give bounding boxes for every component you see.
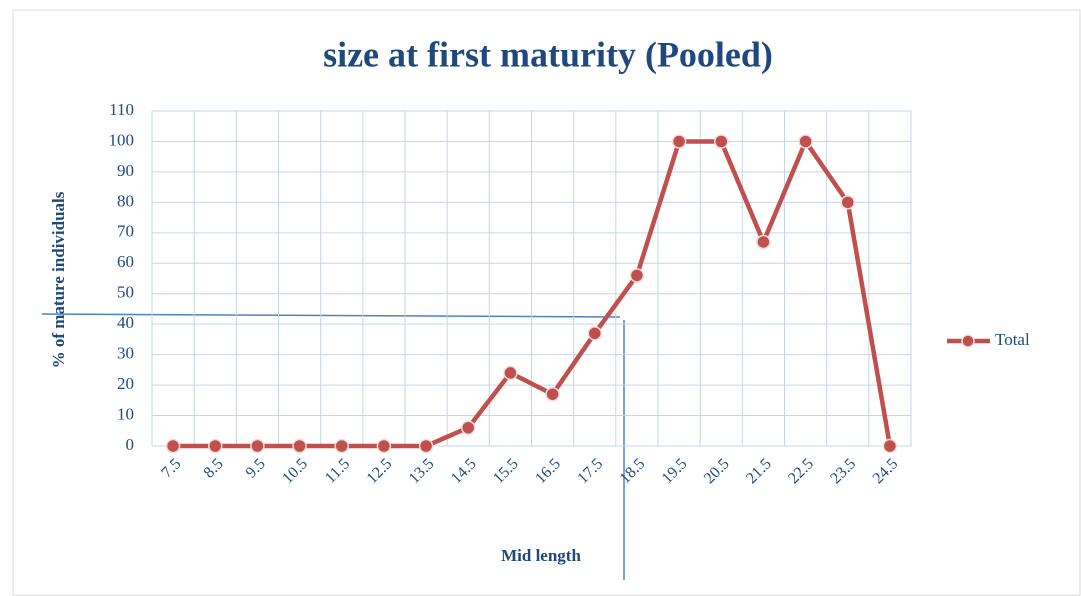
data-point	[376, 438, 392, 454]
y-tick-label: 100	[109, 130, 135, 149]
y-tick-label: 80	[117, 191, 134, 210]
data-point	[840, 195, 855, 210]
data-point	[503, 365, 518, 381]
y-axis-label: % of mature individuals	[49, 191, 68, 368]
data-point	[461, 420, 476, 435]
y-tick-label: 40	[117, 313, 134, 332]
data-point	[292, 438, 307, 454]
data-point	[671, 134, 687, 149]
data-point	[798, 134, 813, 149]
y-tick-label: 90	[117, 161, 134, 180]
y-tick-label: 70	[117, 222, 134, 241]
chart-title: size at first maturity (Pooled)	[323, 34, 773, 74]
data-point	[250, 438, 265, 454]
legend-marker	[961, 334, 975, 348]
data-point	[165, 438, 181, 454]
legend-label: Total	[995, 330, 1030, 349]
y-tick-label: 10	[117, 404, 134, 423]
annotation-line	[41, 313, 621, 318]
data-point	[629, 268, 645, 283]
y-tick-label: 50	[117, 283, 134, 302]
y-tick-label: 110	[109, 100, 134, 119]
y-tick-label: 20	[117, 374, 134, 393]
data-point	[756, 234, 771, 250]
x-axis-label: Mid length	[501, 546, 581, 565]
data-point	[882, 438, 898, 454]
data-point	[545, 386, 560, 402]
data-point	[208, 438, 223, 454]
chart-frame	[12, 9, 1081, 596]
data-point	[334, 438, 349, 454]
y-tick-label: 60	[117, 252, 134, 271]
data-point	[587, 326, 602, 341]
y-tick-label: 30	[117, 344, 134, 363]
data-point	[418, 438, 434, 454]
data-point	[714, 134, 729, 149]
y-tick-label: 0	[126, 435, 135, 454]
